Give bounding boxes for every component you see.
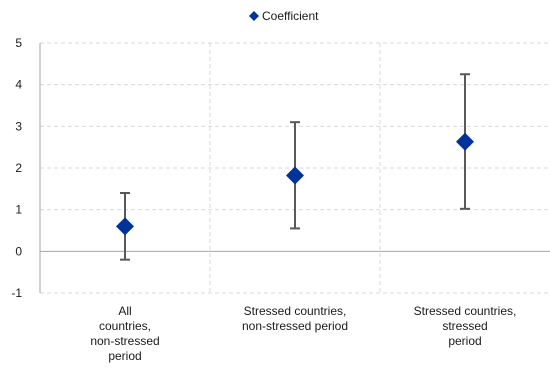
- data-markers: [116, 132, 474, 236]
- category-label-line: non-stressed: [90, 334, 159, 348]
- category-label-line: Stressed countries,: [414, 304, 517, 318]
- category-label-line: period: [108, 349, 141, 363]
- y-tick-label--1: -1: [11, 286, 22, 300]
- category-label-2: Stressed countries, stressed period: [414, 304, 517, 348]
- legend-marker: [249, 11, 259, 21]
- y-tick-label-5: 5: [15, 36, 22, 50]
- y-tick-label-1: 1: [15, 203, 22, 217]
- y-tick-label-0: 0: [15, 244, 22, 258]
- y-tick-label-4: 4: [15, 78, 22, 92]
- y-tick-label-2: 2: [15, 161, 22, 175]
- legend-label: Coefficient: [262, 9, 319, 23]
- category-label-line: countries,: [99, 319, 151, 333]
- coefficient-marker-2: [456, 132, 474, 151]
- coefficient-marker-1: [286, 166, 304, 185]
- category-label-line: non-stressed period: [242, 319, 348, 333]
- category-label-line: period: [448, 334, 481, 348]
- category-label-1: Stressed countries, non-stressed period: [242, 304, 348, 333]
- legend: Coefficient: [249, 9, 319, 23]
- category-label-line: Stressed countries,: [244, 304, 347, 318]
- coefficient-marker-0: [116, 217, 134, 236]
- category-label-line: stressed: [442, 319, 487, 333]
- category-label-line: All: [118, 304, 131, 318]
- y-axis-ticks: 5 4 3 2 1 0 -1: [11, 36, 22, 300]
- category-label-0: All countries, non-stressed period: [90, 304, 159, 363]
- y-tick-label-3: 3: [15, 119, 22, 133]
- category-labels: All countries, non-stressed periodStressed …: [90, 304, 516, 363]
